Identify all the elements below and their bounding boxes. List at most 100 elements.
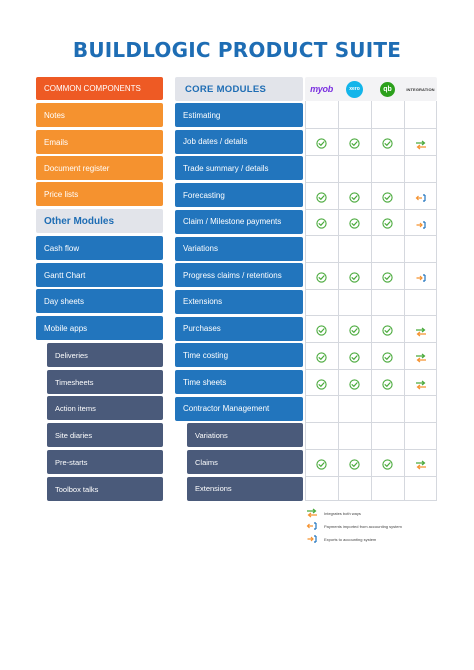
other-item-cash-flow[interactable]: Cash flow — [36, 236, 163, 260]
mobile-sub-item-pre-starts[interactable]: Pre-starts — [47, 450, 163, 474]
check-icon — [349, 270, 360, 283]
integrates-both-ways-icon — [415, 457, 427, 470]
export-arrow-icon — [307, 535, 317, 543]
grid-row-divider — [305, 368, 437, 370]
core-module-variations[interactable]: Variations — [175, 236, 303, 261]
grid-divider — [371, 101, 372, 501]
mobile-sub-item-deliveries[interactable]: Deliveries — [47, 343, 163, 367]
legend-text-both: Integrates both ways — [324, 510, 361, 516]
common-item-price-lists[interactable]: Price lists — [36, 182, 163, 206]
core-module-progress-claims-retentions[interactable]: Progress claims / retentions — [175, 263, 303, 288]
check-icon — [316, 216, 327, 229]
check-icon — [382, 377, 393, 390]
check-icon — [316, 323, 327, 336]
export-arrow-icon — [415, 270, 427, 282]
page-title: BUILDLOGIC PRODUCT SUITE — [72, 38, 402, 62]
mobile-sub-item-action-items[interactable]: Action items — [47, 396, 163, 420]
check-icon — [349, 136, 360, 149]
myob-logo-text: myob — [310, 84, 333, 94]
myob-logo: myob — [305, 77, 338, 101]
grid-row-divider — [305, 342, 437, 343]
check-icon — [382, 216, 393, 229]
common-item-document-register[interactable]: Document register — [36, 156, 163, 180]
check-icon — [349, 216, 360, 229]
core-module-claims[interactable]: Claims — [187, 450, 303, 475]
logo-strip — [305, 77, 437, 101]
grid-row-divider — [305, 181, 437, 183]
common-item-notes[interactable]: Notes — [36, 103, 163, 127]
check-icon — [316, 270, 327, 283]
common-item-emails[interactable]: Emails — [36, 130, 163, 154]
grid-row-divider — [305, 235, 437, 237]
grid-divider — [338, 101, 339, 501]
core-module-contractor-management[interactable]: Contractor Management — [175, 396, 303, 421]
legend-item-import: Payments imported from accounting system — [306, 521, 402, 531]
check-icon — [349, 190, 360, 203]
grid-row-divider — [305, 395, 437, 397]
check-icon — [316, 350, 327, 363]
check-icon — [316, 377, 327, 390]
core-module-claim-milestone-payments[interactable]: Claim / Milestone payments — [175, 209, 303, 234]
other-item-day-sheets[interactable]: Day sheets — [36, 289, 163, 313]
common-components-header: COMMON COMPONENTS — [36, 77, 163, 100]
check-icon — [382, 270, 393, 283]
other-modules-header: Other Modules — [36, 209, 163, 233]
core-modules-header: CORE MODULES — [175, 77, 303, 101]
integration-label-text: INTEGRATION — [406, 86, 435, 92]
core-module-job-dates-details[interactable]: Job dates / details — [175, 129, 303, 154]
mobile-sub-item-site-diaries[interactable]: Site diaries — [47, 423, 163, 447]
quickbooks-logo-text: qb — [380, 81, 395, 97]
core-module-trade-summary-details[interactable]: Trade summary / details — [175, 156, 303, 181]
integrates-both-ways-icon — [415, 377, 427, 390]
check-icon — [349, 323, 360, 336]
legend-text-import: Payments imported from accounting system — [324, 523, 402, 529]
check-icon — [382, 323, 393, 336]
grid-row-divider — [305, 475, 437, 477]
check-icon — [316, 136, 327, 149]
core-module-extensions[interactable]: Extensions — [175, 289, 303, 314]
core-module-forecasting[interactable]: Forecasting — [175, 183, 303, 208]
grid-row-divider — [305, 288, 437, 290]
legend-item-export: Exports to accounting system — [306, 534, 376, 544]
mobile-sub-item-timesheets[interactable]: Timesheets — [47, 370, 163, 394]
check-icon — [382, 190, 393, 203]
core-module-variations[interactable]: Variations — [187, 423, 303, 448]
grid-row-divider — [305, 155, 437, 157]
grid-divider — [404, 101, 405, 501]
xero-logo-text: xero — [346, 80, 363, 98]
core-module-purchases[interactable]: Purchases — [175, 316, 303, 341]
check-icon — [349, 457, 360, 470]
legend-text-export: Exports to accounting system — [324, 536, 377, 542]
check-icon — [316, 457, 327, 470]
core-module-estimating[interactable]: Estimating — [175, 103, 303, 127]
import-arrow-icon — [306, 522, 317, 530]
other-item-gantt-chart[interactable]: Gantt Chart — [36, 263, 163, 287]
core-module-time-sheets[interactable]: Time sheets — [175, 370, 303, 394]
check-icon — [382, 457, 393, 470]
other-item-mobile-apps[interactable]: Mobile apps — [36, 316, 163, 340]
integrates-both-ways-icon — [415, 137, 427, 150]
core-module-time-costing[interactable]: Time costing — [175, 343, 303, 368]
grid-row-divider — [305, 208, 437, 210]
integration-label: INTEGRATION — [404, 77, 437, 101]
check-icon — [349, 377, 360, 390]
grid-row-divider — [305, 315, 437, 317]
check-icon — [382, 136, 393, 149]
grid-row-divider — [305, 448, 437, 450]
integrates-both-ways-icon — [415, 350, 427, 363]
export-arrow-icon — [415, 217, 427, 229]
integrates-both-ways-icon — [307, 508, 317, 518]
xero-logo: xero — [338, 77, 371, 101]
import-arrow-icon — [415, 190, 427, 202]
grid-row-divider — [305, 128, 437, 130]
quickbooks-logo: qb — [371, 77, 404, 101]
mobile-sub-item-toolbox-talks[interactable]: Toolbox talks — [47, 477, 163, 501]
core-module-extensions[interactable]: Extensions — [187, 476, 303, 501]
grid-row-divider — [305, 422, 437, 424]
grid-row-divider — [305, 261, 437, 263]
check-icon — [349, 350, 360, 363]
legend-item-both: Integrates both ways — [306, 508, 361, 518]
integrates-both-ways-icon — [415, 324, 427, 337]
check-icon — [316, 190, 327, 203]
check-icon — [382, 350, 393, 363]
